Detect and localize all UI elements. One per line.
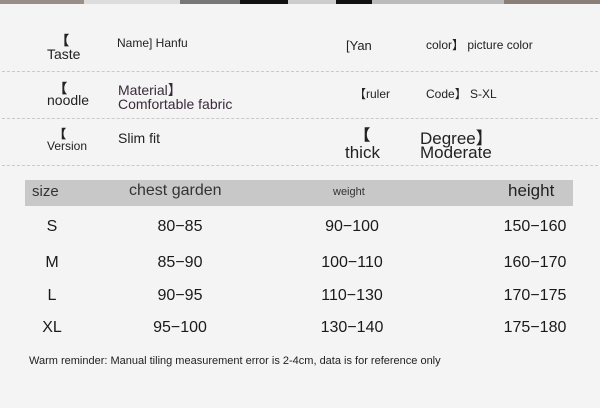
- cell-height: 160−170: [503, 254, 567, 271]
- divider: [2, 118, 598, 119]
- attr-label-taste: Taste: [47, 46, 81, 62]
- attr-value-size-code: Code】 S-XL: [426, 87, 497, 101]
- header-weight: weight: [333, 186, 365, 198]
- bracket: 【: [54, 81, 68, 96]
- cell-size: S: [46, 218, 58, 235]
- header-height: height: [508, 181, 555, 200]
- cell-size: M: [45, 254, 59, 271]
- cell-weight: 130−140: [320, 319, 384, 336]
- cell-weight: 100−110: [321, 254, 383, 271]
- cell-chest: 85−90: [157, 254, 203, 271]
- warm-reminder-note: Warm reminder: Manual tiling measurement…: [29, 355, 441, 367]
- attr-value-material: Material】: [118, 82, 182, 98]
- attr-label-noodle: noodle: [47, 92, 90, 108]
- cell-height: 170−175: [503, 287, 567, 304]
- cell-size: L: [47, 287, 57, 304]
- size-table-header: [25, 180, 573, 206]
- cell-chest: 90−95: [157, 287, 203, 304]
- cell-height: 150−160: [503, 218, 567, 235]
- cell-height: 175−180: [503, 319, 567, 336]
- attr-label-ruler: 【ruler: [354, 87, 391, 101]
- bracket: 【: [56, 33, 70, 48]
- attr-value-degree: Degree】: [420, 129, 493, 148]
- cell-weight: 90−100: [325, 218, 379, 235]
- cell-size: XL: [42, 319, 62, 336]
- divider: [2, 165, 598, 166]
- cell-chest: 95−100: [153, 319, 207, 336]
- attr-value-name: Name] Hanfu: [117, 36, 188, 50]
- bracket: 【: [355, 127, 371, 144]
- attr-label-version: Version: [47, 139, 88, 153]
- cell-weight: 110−130: [321, 287, 383, 304]
- attr-label-yan: [Yan: [346, 38, 372, 53]
- divider: [2, 71, 598, 72]
- product-image-strip: [0, 0, 600, 4]
- cell-chest: 80−85: [157, 218, 203, 235]
- attr-value-fit: Slim fit: [118, 130, 160, 146]
- attr-value-color: color】 picture color: [426, 38, 533, 52]
- attr-value-moderate: Moderate: [420, 143, 492, 162]
- attr-label-thick: thick: [345, 143, 380, 162]
- attr-value-fabric: Comfortable fabric: [118, 96, 233, 112]
- header-size: size: [32, 183, 59, 200]
- bracket: 【: [54, 127, 67, 141]
- header-chest: chest garden: [129, 182, 222, 199]
